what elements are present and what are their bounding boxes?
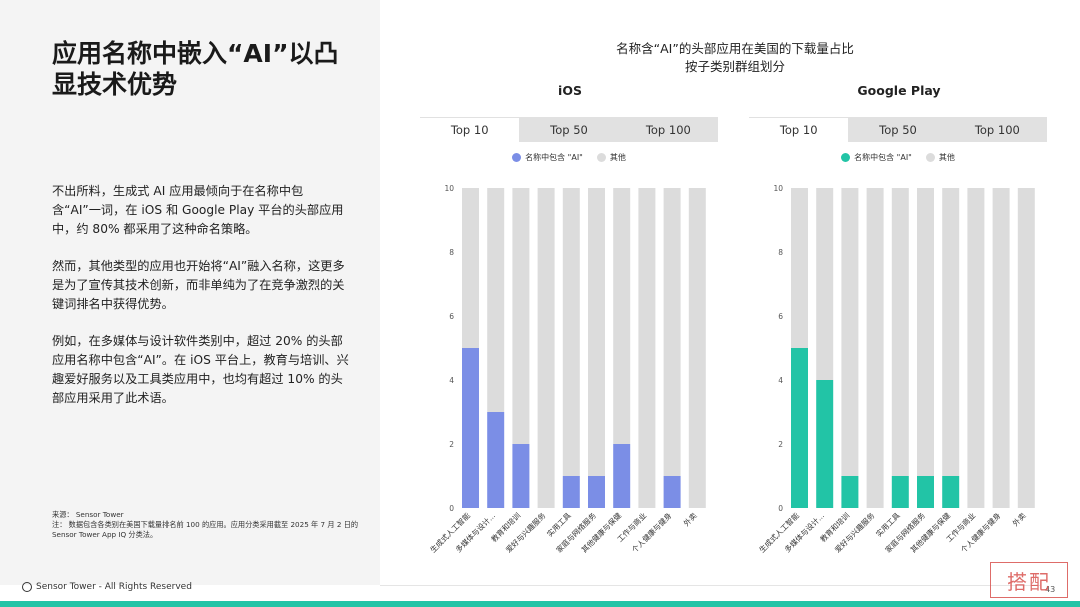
ios-bar-chart: 0246810生成式人工智能多媒体与设计...教育和培训爱好与兴趣服务实用工具家… xyxy=(428,184,706,555)
gp-x-tick-9: 外卖 xyxy=(1010,510,1028,528)
gp-y-tick-4: 8 xyxy=(778,248,783,257)
gp-tab-top100[interactable]: Top 100 xyxy=(974,122,1020,137)
ios-bar-other-2 xyxy=(512,188,530,444)
gp-legend-other-label: 其他 xyxy=(938,153,955,162)
ios-y-tick-5: 10 xyxy=(444,184,454,193)
ios-legend: 名称中包含 "AI" 其他 xyxy=(420,152,718,163)
ios-bar-other-8 xyxy=(663,188,681,476)
gp-y-tick-0: 0 xyxy=(778,504,783,513)
ios-bar-other-0 xyxy=(462,188,479,348)
ios-legend-other-dot xyxy=(596,153,606,162)
ios-bar-ai-8 xyxy=(663,476,681,508)
gp-bar-other-3 xyxy=(866,188,884,508)
gp-bar-ai-6 xyxy=(942,476,960,508)
ios-panel-title: iOS xyxy=(558,83,582,98)
gp-legend-other-dot xyxy=(925,153,935,162)
chart-title-line2: 按子类别群组划分 xyxy=(684,59,785,74)
gp-bar-other-6 xyxy=(942,188,960,476)
footer-logo: Sensor Tower - All Rights Reserved xyxy=(22,582,192,592)
gp-y-tick-5: 10 xyxy=(773,184,783,193)
body-text: 不出所料，生成式 AI 应用最倾向于在名称中包含“AI”一词，在 iOS 和 G… xyxy=(52,182,352,426)
paragraph-1: 不出所料，生成式 AI 应用最倾向于在名称中包含“AI”一词，在 iOS 和 G… xyxy=(52,184,344,236)
ios-y-tick-0: 0 xyxy=(449,504,454,513)
gp-bar-other-4 xyxy=(891,188,909,476)
gp-bar-ai-0 xyxy=(791,348,808,508)
footnote: 来源： Sensor Tower 注： 数据包含各类别在美国下载量排名前 100… xyxy=(52,510,362,540)
ios-bar-other-4 xyxy=(562,188,580,476)
ios-bar-ai-1 xyxy=(487,412,505,508)
sensor-tower-logo-icon xyxy=(22,582,32,592)
ios-bar-ai-2 xyxy=(512,444,530,508)
ios-y-tick-4: 8 xyxy=(449,248,454,257)
paragraph-2: 然而，其他类型的应用也开始将“AI”融入名称，这更多是为了宣传其技术创新，而非单… xyxy=(52,259,345,311)
ios-bar-other-6 xyxy=(613,188,631,444)
gp-tab-top10[interactable]: Top 10 xyxy=(749,117,849,142)
gp-panel-title: Google Play xyxy=(857,83,941,98)
ios-legend-other-label: 其他 xyxy=(609,153,626,162)
chart-title: 名称含“AI”的头部应用在美国的下载量占比 按子类别群组划分 xyxy=(420,40,1050,76)
ios-legend-ai-label: 名称中包含 "AI" xyxy=(525,153,583,162)
chart-title-line1: 名称含“AI”的头部应用在美国的下载量占比 xyxy=(616,41,854,56)
ios-y-tick-3: 6 xyxy=(449,312,454,321)
ios-y-tick-1: 2 xyxy=(449,440,454,449)
watermark-stamp: 搭配 xyxy=(990,562,1068,598)
gp-bar-other-7 xyxy=(967,188,985,508)
gp-legend: 名称中包含 "AI" 其他 xyxy=(749,152,1047,163)
gp-tabs: Top 10 Top 50 Top 100 xyxy=(749,117,1047,142)
ios-y-tick-2: 4 xyxy=(449,376,454,385)
gp-bar-other-5 xyxy=(917,188,934,476)
gp-legend-ai-dot xyxy=(841,153,851,162)
ios-tab-top100[interactable]: Top 100 xyxy=(645,122,691,137)
ios-bar-other-1 xyxy=(487,188,505,412)
ios-bar-other-9 xyxy=(688,188,706,508)
ios-legend-ai-dot xyxy=(512,153,522,162)
ios-tab-top10[interactable]: Top 10 xyxy=(420,117,520,142)
ios-bar-other-3 xyxy=(537,188,555,508)
gp-bar-ai-2 xyxy=(841,476,859,508)
footer-divider xyxy=(380,585,1040,586)
ios-legend-ai: 名称中包含 "AI" xyxy=(512,152,583,163)
bottom-accent-bar xyxy=(0,601,1080,607)
data-note: 注： 数据包含各类别在美国下载量排名前 100 的应用。应用分类采用截至 202… xyxy=(52,520,359,539)
ios-bar-ai-4 xyxy=(562,476,580,508)
gp-bar-ai-4 xyxy=(891,476,909,508)
footer-text: Sensor Tower - All Rights Reserved xyxy=(36,582,192,592)
ios-bar-ai-6 xyxy=(613,444,631,508)
gp-y-tick-2: 4 xyxy=(778,376,783,385)
gp-bar-ai-1 xyxy=(816,380,834,508)
gp-y-tick-1: 2 xyxy=(778,440,783,449)
ios-x-tick-9: 外卖 xyxy=(681,510,699,528)
source-note: 来源： Sensor Tower xyxy=(52,510,124,519)
page-number: 43 xyxy=(1045,585,1056,594)
ios-tabs: Top 10 Top 50 Top 100 xyxy=(420,117,718,142)
gp-bar-ai-5 xyxy=(917,476,934,508)
gp-legend-other: 其他 xyxy=(925,152,955,163)
ios-legend-other: 其他 xyxy=(596,152,626,163)
ios-bar-ai-5 xyxy=(588,476,605,508)
gp-legend-ai-label: 名称中包含 "AI" xyxy=(854,153,912,162)
gp-tab-top50[interactable]: Top 50 xyxy=(879,122,917,137)
paragraph-3: 例如，在多媒体与设计软件类别中，超过 20% 的头部应用名称中包含“AI”。在 … xyxy=(52,334,349,405)
ios-bar-other-7 xyxy=(638,188,656,508)
ios-bar-other-5 xyxy=(588,188,605,476)
gp-bar-other-9 xyxy=(1017,188,1035,508)
gp-y-tick-3: 6 xyxy=(778,312,783,321)
ios-bar-ai-0 xyxy=(462,348,479,508)
gp-bar-other-0 xyxy=(791,188,808,348)
gp-bar-chart: 0246810生成式人工智能多媒体与设计...教育和培训爱好与兴趣服务实用工具家… xyxy=(757,184,1035,555)
left-panel xyxy=(0,0,380,585)
gp-legend-ai: 名称中包含 "AI" xyxy=(841,152,912,163)
gp-bar-other-2 xyxy=(841,188,859,476)
gp-bar-other-8 xyxy=(992,188,1010,508)
gp-bar-other-1 xyxy=(816,188,834,380)
page-title: 应用名称中嵌入“AI”以凸显技术优势 xyxy=(52,39,339,99)
ios-tab-top50[interactable]: Top 50 xyxy=(550,122,588,137)
